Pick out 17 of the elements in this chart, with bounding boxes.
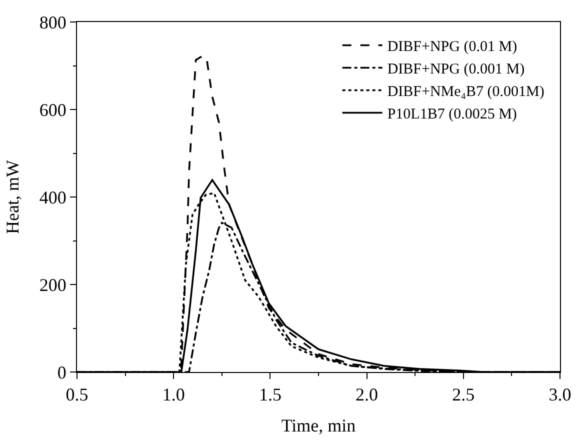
x-tick-label: 1.0 — [162, 384, 185, 405]
x-axis-title: Time, min — [281, 416, 356, 436]
y-axis-title: Heat, mW — [2, 160, 23, 234]
x-tick-label: 2.0 — [356, 384, 378, 405]
legend-label: DIBF+NMe₄B7 (0.001M) — [387, 84, 544, 100]
x-tick-label: 3.0 — [548, 384, 572, 405]
x-tick-label: 2.5 — [452, 384, 475, 405]
y-tick-label: 0 — [57, 362, 66, 382]
x-tick-label: 1.5 — [258, 384, 282, 405]
y-tick-label: 400 — [39, 187, 66, 208]
y-tick-label: 800 — [39, 12, 66, 32]
x-tick-label: 0.5 — [66, 384, 88, 405]
y-tick-label: 200 — [39, 274, 66, 295]
legend-label: P10L1B7 (0.0025 M) — [387, 106, 517, 123]
legend-label: DIBF+NPG (0.01 M) — [387, 39, 518, 56]
y-tick-label: 600 — [39, 100, 66, 120]
legend-label: DIBF+NPG (0.001 M) — [387, 62, 525, 78]
